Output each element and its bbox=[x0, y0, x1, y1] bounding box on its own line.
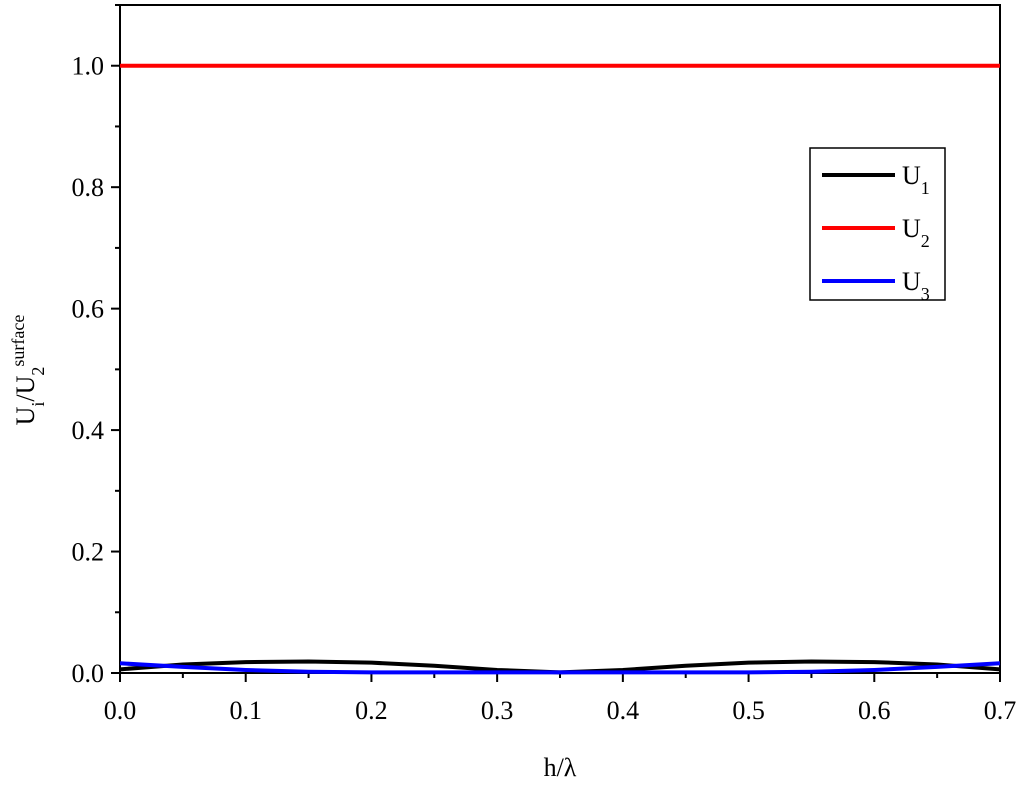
x-tick-label: 0.1 bbox=[229, 696, 262, 725]
legend-label: U3 bbox=[902, 267, 930, 304]
x-tick-label: 0.6 bbox=[858, 696, 891, 725]
legend-subscript: 3 bbox=[921, 284, 930, 304]
legend-name: U bbox=[902, 267, 921, 296]
y-label-part: /U bbox=[11, 375, 40, 401]
y-tick-label: 0.8 bbox=[72, 173, 105, 202]
y-label-part: i bbox=[28, 402, 48, 407]
legend-label: U2 bbox=[902, 214, 930, 251]
y-label-part: 2 bbox=[28, 367, 48, 376]
legend-subscript: 2 bbox=[921, 231, 930, 251]
x-tick-label: 0.4 bbox=[607, 696, 640, 725]
legend-name: U bbox=[902, 161, 921, 190]
x-axis-label: h/λ bbox=[544, 753, 577, 782]
legend-subscript: 1 bbox=[921, 178, 930, 198]
y-label-part: U bbox=[11, 406, 40, 425]
y-tick-label: 0.6 bbox=[72, 295, 105, 324]
series-line bbox=[119, 661, 1001, 675]
y-tick-label: 1.0 bbox=[72, 52, 105, 81]
y-tick-label: 0.2 bbox=[72, 538, 105, 567]
x-tick-label: 0.3 bbox=[481, 696, 514, 725]
plot-frame bbox=[119, 4, 1001, 674]
x-tick-label: 0.5 bbox=[732, 696, 765, 725]
x-tick-label: 0.7 bbox=[984, 696, 1017, 725]
y-tick-label: 0.4 bbox=[72, 416, 105, 445]
x-tick-label: 0.0 bbox=[104, 696, 137, 725]
legend-label: U1 bbox=[902, 161, 930, 198]
legend-name: U bbox=[902, 214, 921, 243]
x-tick-label: 0.2 bbox=[355, 696, 388, 725]
y-tick-label: 0.0 bbox=[72, 659, 105, 688]
legend bbox=[809, 147, 946, 301]
y-axis-label: Ui/U2surface bbox=[8, 315, 48, 426]
y-label-part: surface bbox=[8, 315, 28, 367]
